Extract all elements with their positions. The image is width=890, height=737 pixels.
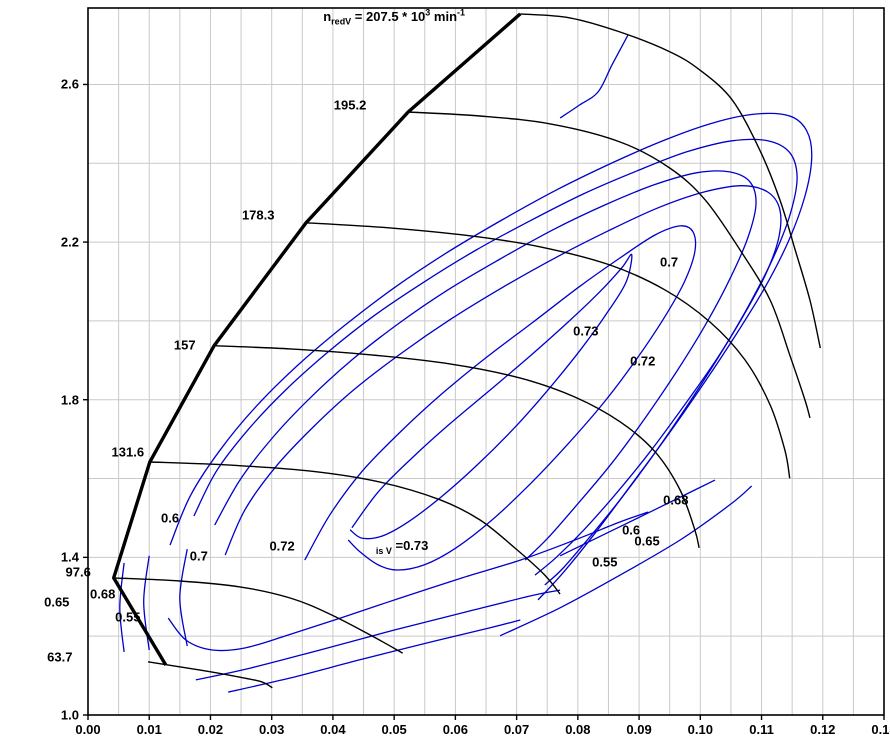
efficiency-label-0.6: 0.6 xyxy=(622,522,641,538)
efficiency-contour-0.65 xyxy=(499,485,753,637)
speed-line-157 xyxy=(214,345,700,549)
speed-line-label-63.7: 63.7 xyxy=(47,649,73,665)
speed-line-207.5 xyxy=(520,13,821,349)
speed-line-label-97.6: 97.6 xyxy=(65,564,91,580)
efficiency-label-0.68: 0.68 xyxy=(90,586,116,602)
speed-line-178.3 xyxy=(305,222,791,479)
efficiency-contour-0.6 xyxy=(193,138,798,586)
speed-line-195.2 xyxy=(408,111,811,419)
chart-title: nredV = 207.5 * 103 min-1 xyxy=(323,7,466,27)
efficiency-contour-0.55 xyxy=(169,112,813,601)
y-tick-label-1.0: 1.0 xyxy=(60,707,79,723)
x-tick-label-0.11: 0.11 xyxy=(749,722,774,737)
efficiency-contour-0.73 xyxy=(349,253,633,540)
efficiency-contour-0.72 xyxy=(304,225,697,571)
efficiency-contour-0.68 xyxy=(559,479,716,557)
efficiency-label-0.72: 0.72 xyxy=(630,353,656,369)
efficiency-label-0.65: 0.65 xyxy=(44,594,70,610)
x-tick-label-0.07: 0.07 xyxy=(503,722,530,737)
efficiency-contour-0.55 xyxy=(179,549,188,647)
y-tick-label-1.4: 1.4 xyxy=(60,549,79,565)
x-tick-label-0.08: 0.08 xyxy=(565,722,591,737)
efficiency-label-0.55: 0.55 xyxy=(592,554,618,570)
efficiency-contour-0.7 xyxy=(214,170,757,561)
speed-line-label-131.6: 131.6 xyxy=(111,444,145,460)
x-tick-label-0.04: 0.04 xyxy=(320,722,346,737)
x-tick-label-0.03: 0.03 xyxy=(259,722,285,737)
speed-line-label-178.3: 178.3 xyxy=(241,207,275,223)
efficiency-contour-0.68 xyxy=(224,185,782,576)
speed-line-63.7 xyxy=(147,661,273,689)
x-tick-label-0.02: 0.02 xyxy=(197,722,224,737)
speed-line-label-157: 157 xyxy=(173,337,196,353)
y-tick-label-2.2: 2.2 xyxy=(60,234,79,250)
efficiency-label-0.7: 0.7 xyxy=(660,254,679,270)
efficiency-contour-0.65 xyxy=(119,562,125,652)
speed-line-97.6 xyxy=(113,577,404,654)
surge-line xyxy=(111,12,522,666)
efficiency-label-0.65: 0.65 xyxy=(634,533,660,549)
x-tick-label-0.13: 0.13 xyxy=(871,722,890,737)
x-tick-label-0.09: 0.09 xyxy=(626,722,652,737)
y-tick-label-1.8: 1.8 xyxy=(60,392,79,408)
y-tick-label-2.6: 2.6 xyxy=(60,76,79,92)
efficiency-label-0.55: 0.55 xyxy=(115,609,141,625)
x-tick-label-0.10: 0.10 xyxy=(687,722,713,737)
speed-line-131.6 xyxy=(149,461,561,595)
speed-line-label-195.2: 195.2 xyxy=(333,97,367,113)
x-tick-label-0.01: 0.01 xyxy=(136,722,162,737)
efficiency-contour-0.6 xyxy=(167,511,649,652)
x-tick-label-0.00: 0.00 xyxy=(75,722,101,737)
efficiency-label-0.73: 0.73 xyxy=(573,323,599,339)
x-tick-label-0.12: 0.12 xyxy=(810,722,836,737)
efficiency-label-0.6: 0.6 xyxy=(161,510,180,526)
efficiency-label-0.7: 0.7 xyxy=(189,548,208,564)
efficiency-contour-0.6 xyxy=(195,589,561,681)
efficiency-eq-label: is V =0.73 xyxy=(375,537,429,556)
efficiency-label-0.72: 0.72 xyxy=(269,538,295,554)
x-tick-label-0.06: 0.06 xyxy=(442,722,469,737)
efficiency-contour-0.6 xyxy=(559,34,629,119)
efficiency-label-0.68: 0.68 xyxy=(663,492,689,508)
x-tick-label-0.05: 0.05 xyxy=(381,722,407,737)
efficiency-contour-0.55 xyxy=(228,619,521,693)
plot-border xyxy=(87,7,885,716)
efficiency-contour-0.68 xyxy=(143,555,150,651)
